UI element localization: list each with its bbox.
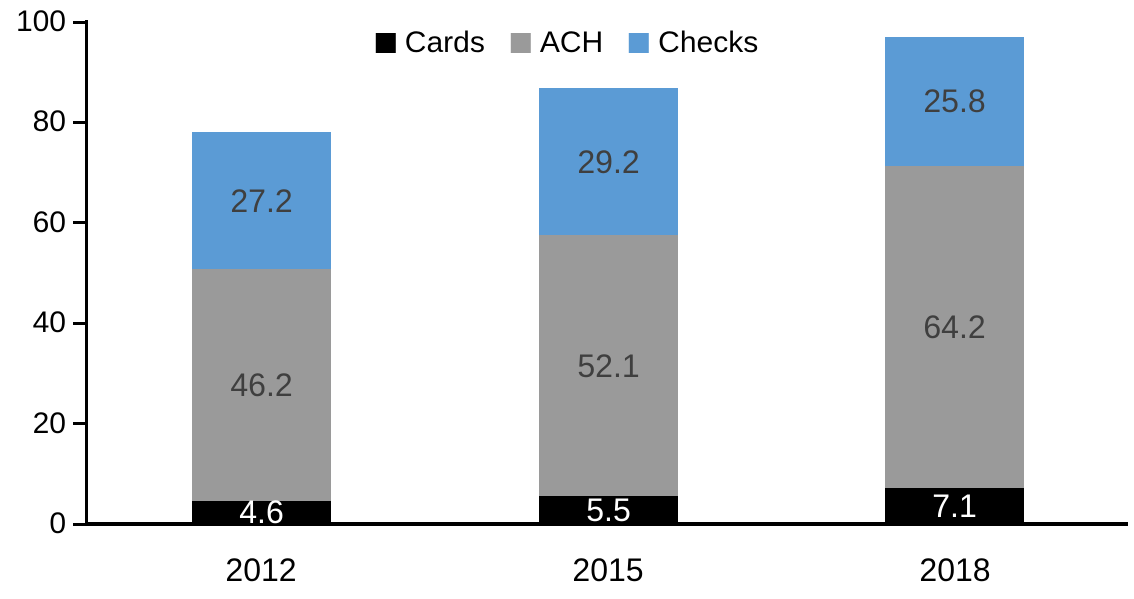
legend-swatch-checks [629, 33, 650, 53]
legend-label-cards: Cards [404, 26, 485, 59]
y-tick [73, 221, 85, 224]
bar-segment-cards-2018 [885, 488, 1024, 524]
x-axis-line [85, 522, 1128, 526]
bar-segment-ach-2018 [885, 166, 1024, 489]
legend-label-checks: Checks [658, 26, 759, 59]
y-tick-label: 60 [32, 206, 66, 239]
x-tick-label-2015: 2015 [572, 552, 644, 588]
legend-swatch-cards [375, 33, 396, 53]
y-tick-label: 40 [32, 306, 66, 339]
legend-swatch-ach [510, 33, 531, 53]
legend-item-ach: ACH [510, 26, 604, 59]
y-tick [73, 322, 85, 325]
bar-value-label-ach-2015: 52.1 [577, 348, 640, 384]
bar-segment-checks-2018 [885, 36, 1024, 167]
y-axis-line [85, 20, 88, 526]
bar-value-label-cards-2012: 4.6 [239, 494, 284, 530]
bar-value-label-cards-2015: 5.5 [586, 492, 631, 528]
y-tick-label: 0 [49, 507, 66, 540]
bar-segment-cards-2012 [192, 500, 331, 524]
y-tick [73, 121, 85, 124]
bar-value-label-checks-2018: 25.8 [923, 83, 986, 119]
legend-item-checks: Checks [629, 28, 758, 58]
bar-value-label-ach-2012: 46.2 [230, 367, 293, 403]
bar-value-label-ach-2018: 64.2 [923, 309, 986, 345]
bar-value-label-checks-2015: 29.2 [577, 144, 640, 180]
legend-item-cards: Cards [375, 26, 485, 59]
bar-segment-ach-2015 [539, 234, 678, 497]
bar-segment-cards-2015 [539, 496, 678, 524]
legend-label-ach: ACH [539, 26, 604, 59]
y-tick [73, 422, 85, 425]
y-tick [73, 523, 85, 526]
y-tick-label: 100 [15, 5, 66, 38]
y-tick-label: 80 [32, 105, 66, 138]
bar-value-label-cards-2018: 7.1 [932, 488, 977, 524]
bar-segment-ach-2012 [192, 268, 331, 501]
x-tick-label-2012: 2012 [225, 552, 297, 588]
bar-segment-checks-2015 [539, 88, 678, 235]
bar-value-label-checks-2012: 27.2 [230, 183, 293, 219]
y-tick-label: 20 [32, 407, 66, 440]
x-tick-label-2018: 2018 [919, 552, 991, 588]
y-tick [73, 21, 85, 24]
legend: Cards ACH Checks [375, 26, 758, 59]
bar-segment-checks-2012 [192, 132, 331, 269]
